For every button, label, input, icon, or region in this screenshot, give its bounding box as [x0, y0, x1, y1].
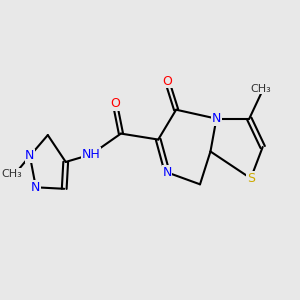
Text: N: N [31, 181, 40, 194]
Text: CH₃: CH₃ [2, 169, 22, 179]
Text: N: N [212, 112, 221, 125]
Text: CH₃: CH₃ [251, 84, 272, 94]
Text: N: N [25, 149, 34, 163]
Text: N: N [163, 166, 172, 179]
Text: NH: NH [82, 148, 100, 161]
Text: S: S [247, 172, 255, 185]
Text: O: O [110, 97, 120, 110]
Text: O: O [162, 75, 172, 88]
